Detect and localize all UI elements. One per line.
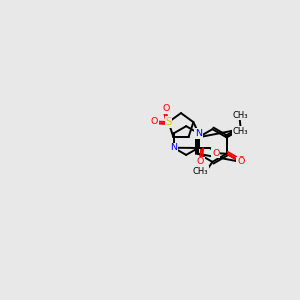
Text: CH₃: CH₃ <box>232 111 248 120</box>
Text: S: S <box>165 117 172 127</box>
Text: O: O <box>237 158 244 166</box>
Text: O: O <box>151 117 158 126</box>
Text: CH₃: CH₃ <box>232 127 248 136</box>
Text: O: O <box>196 158 204 166</box>
Text: N: N <box>195 129 202 138</box>
Text: CH₃: CH₃ <box>193 167 208 176</box>
Text: O: O <box>212 149 220 158</box>
Text: O: O <box>237 156 244 165</box>
Text: N: N <box>170 143 177 152</box>
Text: O: O <box>163 104 170 113</box>
